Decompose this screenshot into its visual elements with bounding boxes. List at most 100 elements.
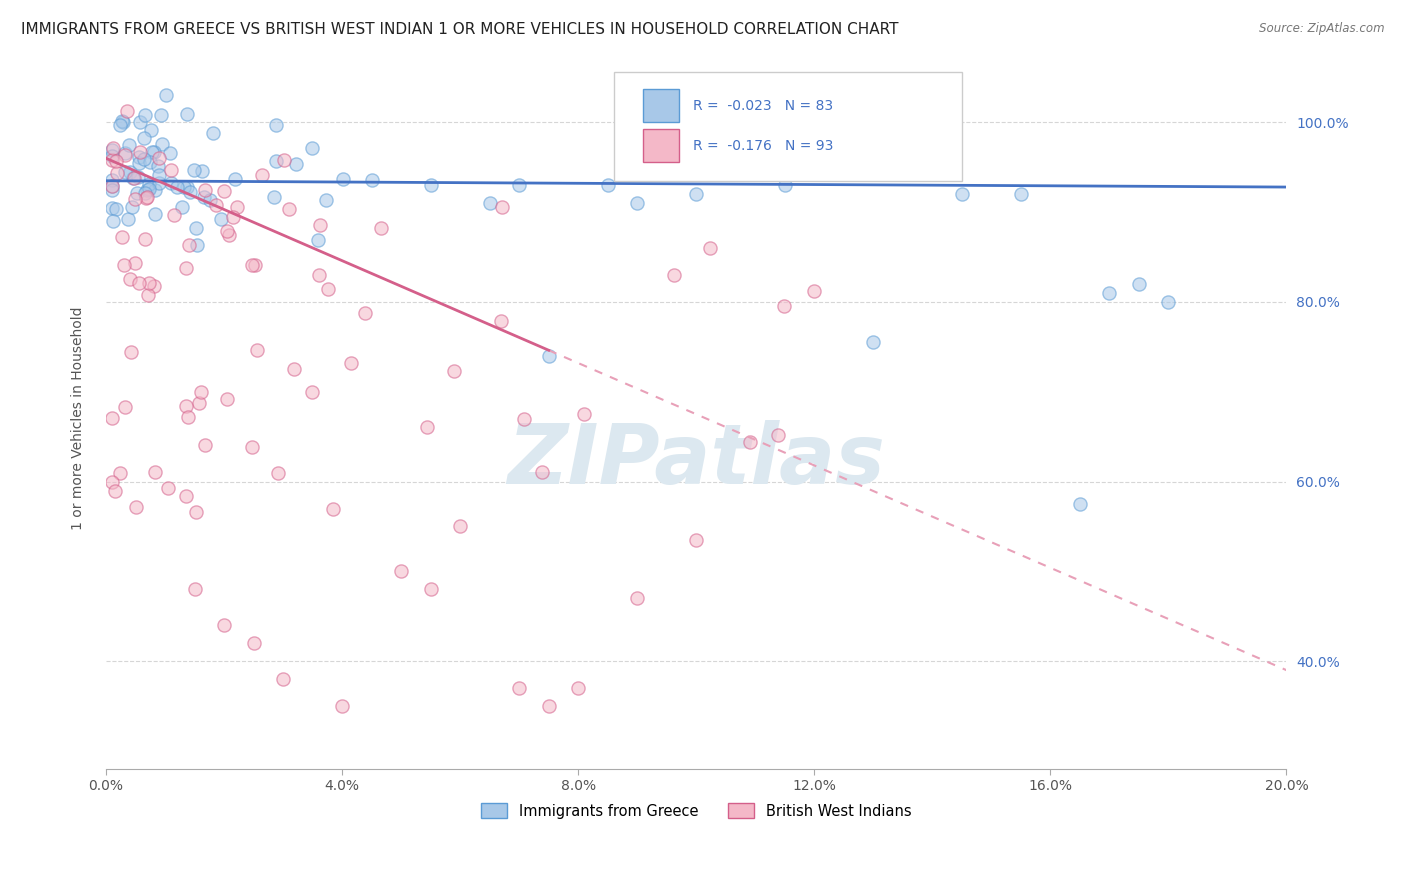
Point: [124, 256, 146, 270]
Point: [159, 146, 181, 161]
Point: [508, 681, 530, 695]
Point: [135, 191, 157, 205]
Point: [537, 699, 560, 714]
Point: [626, 591, 648, 606]
Point: [155, 88, 177, 103]
Point: [143, 279, 166, 293]
Point: [198, 194, 221, 208]
Point: [193, 190, 215, 204]
Point: [101, 141, 124, 155]
Point: [740, 435, 762, 450]
Point: [112, 258, 135, 272]
Point: [107, 166, 129, 180]
Point: [114, 145, 136, 160]
Point: [104, 484, 127, 499]
Legend: Immigrants from Greece, British West Indians: Immigrants from Greece, British West Ind…: [475, 797, 917, 825]
Point: [301, 385, 323, 400]
Point: [183, 582, 205, 597]
Point: [950, 187, 973, 202]
Point: [132, 131, 155, 145]
Point: [283, 361, 305, 376]
Point: [148, 177, 170, 191]
Point: [354, 305, 377, 319]
Point: [1128, 277, 1150, 291]
Point: [190, 384, 212, 399]
Point: [491, 313, 513, 327]
Point: [173, 180, 195, 194]
Point: [340, 357, 363, 371]
Point: [128, 277, 150, 291]
Point: [264, 154, 287, 169]
Point: [596, 178, 619, 193]
Text: IMMIGRANTS FROM GREECE VS BRITISH WEST INDIAN 1 OR MORE VEHICLES IN HOUSEHOLD CO: IMMIGRANTS FROM GREECE VS BRITISH WEST I…: [21, 22, 898, 37]
Point: [166, 179, 188, 194]
Point: [139, 122, 162, 136]
Point: [1098, 285, 1121, 300]
Point: [114, 401, 136, 415]
Text: ZIPatlas: ZIPatlas: [508, 420, 886, 501]
Point: [125, 186, 148, 201]
Point: [284, 157, 307, 171]
FancyBboxPatch shape: [613, 72, 962, 180]
Point: [184, 221, 207, 235]
Point: [443, 364, 465, 378]
Point: [277, 202, 299, 216]
Point: [174, 400, 197, 414]
Point: [101, 213, 124, 227]
Point: [121, 200, 143, 214]
Point: [150, 137, 173, 152]
Point: [1157, 295, 1180, 310]
Point: [143, 183, 166, 197]
Point: [330, 699, 353, 714]
Point: [308, 268, 330, 282]
Point: [491, 200, 513, 214]
Point: [177, 410, 200, 425]
Point: [508, 178, 530, 193]
Point: [240, 440, 263, 454]
Y-axis label: 1 or more Vehicles in Household: 1 or more Vehicles in Household: [72, 307, 86, 531]
Point: [101, 179, 124, 194]
Point: [194, 183, 217, 197]
Point: [273, 153, 295, 168]
Point: [138, 181, 160, 195]
Point: [267, 467, 290, 481]
Point: [138, 276, 160, 290]
Point: [128, 156, 150, 170]
Point: [1010, 187, 1032, 202]
Point: [105, 154, 128, 169]
Point: [101, 201, 124, 215]
Point: [143, 465, 166, 479]
Point: [240, 258, 263, 272]
Point: [416, 420, 439, 434]
Point: [120, 345, 142, 359]
Point: [449, 519, 471, 533]
Point: [419, 582, 441, 597]
Point: [370, 220, 392, 235]
Point: [138, 155, 160, 169]
Point: [537, 349, 560, 363]
Point: [186, 237, 208, 252]
Point: [360, 173, 382, 187]
Text: Source: ZipAtlas.com: Source: ZipAtlas.com: [1260, 22, 1385, 36]
Point: [135, 189, 157, 203]
Point: [108, 118, 131, 132]
Point: [174, 261, 197, 276]
Point: [766, 428, 789, 442]
Point: [176, 489, 198, 503]
Point: [110, 230, 132, 244]
Point: [117, 212, 139, 227]
Point: [218, 228, 240, 243]
Point: [685, 187, 707, 202]
Point: [101, 410, 124, 425]
Point: [179, 185, 201, 199]
Point: [215, 224, 238, 238]
Point: [101, 475, 124, 489]
Point: [148, 159, 170, 173]
Point: [179, 238, 201, 252]
Point: [222, 210, 245, 224]
Text: R =  -0.023   N = 83: R = -0.023 N = 83: [693, 99, 832, 112]
Point: [246, 343, 269, 358]
Point: [101, 172, 124, 186]
Point: [773, 178, 796, 193]
Point: [160, 176, 183, 190]
